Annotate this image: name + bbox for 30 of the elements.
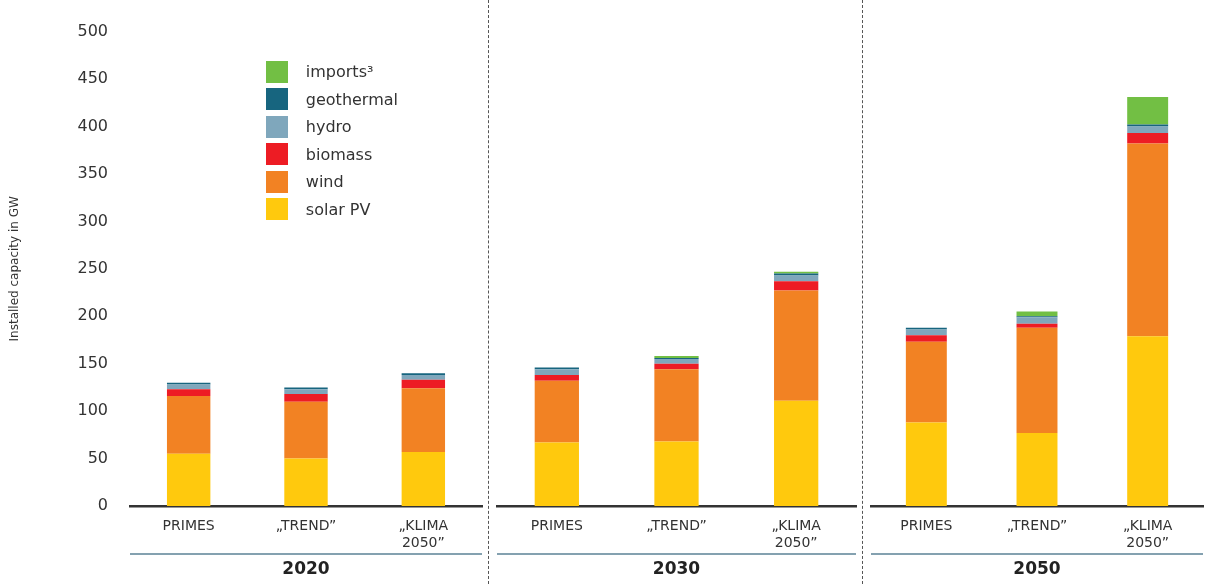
y-tick-label: 350 <box>77 163 108 183</box>
x-tick-label: „TREND” <box>646 517 707 534</box>
x-tick-label: „KLIMA 2050” <box>1122 517 1173 550</box>
legend-label: solar PV <box>305 199 371 219</box>
x-axis-title: 2050 <box>1013 558 1061 579</box>
y-tick-label: 50 <box>87 447 108 467</box>
y-tick-label: 0 <box>97 495 108 515</box>
legend-label: imports³ <box>305 62 374 82</box>
y-axis-title: Installed capacity in GW <box>7 196 22 342</box>
legend-label: biomass <box>305 144 373 164</box>
x-tick-label: „KLIMA 2050” <box>771 517 822 550</box>
x-tick-label: „TREND” <box>275 517 337 534</box>
y-tick-label: 500 <box>77 20 108 40</box>
x-tick-label: „TREND” <box>1006 517 1068 534</box>
y-tick-label: 300 <box>77 210 108 230</box>
x-tick-label: PRIMES <box>900 517 953 534</box>
y-tick-label: 250 <box>77 257 108 277</box>
y-tick-label: 400 <box>77 115 108 135</box>
x-axis-title: 2020 <box>282 558 330 579</box>
y-tick-label: 150 <box>77 352 108 372</box>
x-axis-title: 2030 <box>652 558 701 579</box>
y-tick-label: 100 <box>77 400 108 420</box>
y-tick-label: 200 <box>77 305 108 325</box>
legend-label: wind <box>305 172 344 192</box>
x-tick-label: „KLIMA 2050” <box>398 517 449 550</box>
x-tick-label: PRIMES <box>162 517 215 534</box>
x-tick-label: PRIMES <box>530 517 583 534</box>
legend-label: geothermal <box>305 89 398 109</box>
y-tick-label: 450 <box>77 68 108 88</box>
legend-label: hydro <box>305 117 352 137</box>
